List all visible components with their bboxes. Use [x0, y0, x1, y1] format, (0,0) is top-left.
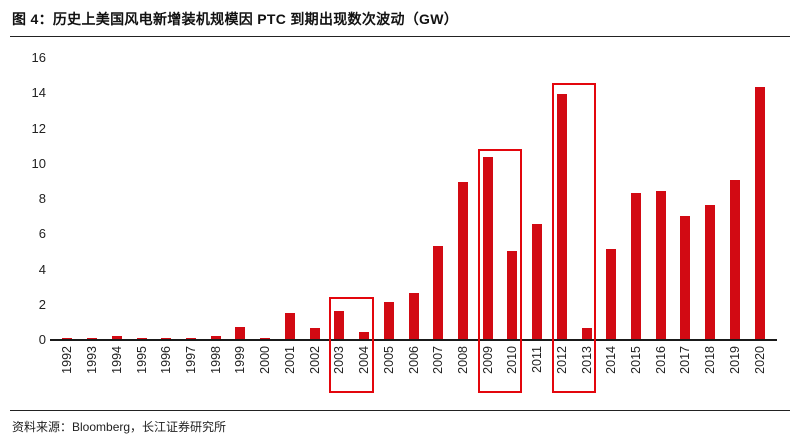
bar-2000	[260, 337, 271, 339]
bar-2005	[383, 301, 394, 339]
bar-1996	[161, 338, 172, 339]
bar-2009	[482, 157, 493, 339]
y-axis-tick-label-10: 10	[31, 155, 46, 171]
x-axis-label-1995: 1995	[134, 346, 149, 374]
x-axis-label-2016: 2016	[653, 346, 668, 374]
bar-2013	[581, 327, 592, 339]
bar-1999	[235, 326, 246, 339]
bar-2020	[754, 86, 765, 339]
x-axis-label-2011: 2011	[530, 346, 545, 373]
x-axis-label-2001: 2001	[282, 346, 297, 374]
x-axis-label-1997: 1997	[183, 346, 198, 374]
x-axis-label-2005: 2005	[381, 346, 396, 374]
x-axis-label-2008: 2008	[455, 346, 470, 374]
bar-2016	[655, 190, 666, 339]
x-axis-label-2020: 2020	[752, 346, 767, 374]
x-axis-line	[50, 339, 777, 341]
bar-2004	[359, 331, 370, 339]
x-axis-label-2018: 2018	[703, 346, 718, 374]
x-axis-label-1994: 1994	[109, 346, 124, 374]
x-axis-label-2006: 2006	[406, 346, 421, 374]
x-axis-label-1998: 1998	[208, 346, 223, 374]
bar-2012	[556, 94, 567, 339]
source-text: 资料来源：Bloomberg，长江证券研究所	[12, 420, 227, 434]
x-axis-label-2017: 2017	[678, 346, 693, 374]
x-axis-label-2014: 2014	[604, 346, 619, 374]
y-axis-tick-label-16: 16	[31, 50, 46, 65]
y-axis-tick-label-8: 8	[38, 191, 46, 206]
x-axis-label-2002: 2002	[307, 346, 322, 374]
y-axis-tick-label-4: 4	[38, 261, 46, 277]
highlight-box-2009-2010	[477, 148, 523, 393]
bar-2010	[507, 250, 518, 339]
bar-2014	[606, 249, 617, 339]
y-axis-tick-label-12: 12	[31, 120, 46, 136]
x-axis-label-2007: 2007	[431, 346, 446, 374]
bar-1994	[111, 336, 122, 339]
x-axis-label-1993: 1993	[85, 346, 100, 374]
x-axis-label-1999: 1999	[233, 346, 248, 374]
bar-2007	[433, 245, 444, 339]
bar-2017	[680, 215, 691, 339]
bar-1997	[185, 338, 196, 339]
x-axis-label-1996: 1996	[159, 346, 174, 374]
x-axis-label-1992: 1992	[60, 346, 75, 374]
bar-2019	[729, 180, 740, 339]
highlight-box-2012-2013	[551, 83, 597, 393]
bar-2002	[309, 328, 320, 339]
bar-1992	[62, 338, 73, 339]
bar-2015	[631, 192, 642, 339]
figure-title: 图 4：历史上美国风电新增装机规模因 PTC 到期出现数次波动（GW）	[12, 11, 459, 27]
bar-1995	[136, 338, 147, 339]
bar-1993	[87, 338, 98, 339]
x-axis-label-2000: 2000	[258, 346, 273, 374]
bar-2011	[532, 224, 543, 339]
y-axis-tick-label-0: 0	[38, 332, 46, 347]
bar-2001	[284, 312, 295, 339]
wind-capacity-bar-chart: 0 2 4 6 8 10 12 14 16 1992 1993 1994 1995 1996 1997 199…	[0, 41, 800, 403]
y-axis-tick-label-2: 2	[38, 296, 46, 312]
bar-2008	[457, 182, 468, 339]
figure-footer: 资料来源：Bloomberg，长江证券研究所	[10, 410, 790, 447]
bar-2018	[705, 205, 716, 339]
figure-header: 图 4：历史上美国风电新增装机规模因 PTC 到期出现数次波动（GW）	[10, 0, 790, 37]
y-axis-tick-label-6: 6	[38, 226, 46, 242]
x-axis-label-2019: 2019	[727, 346, 742, 374]
bar-2006	[408, 293, 419, 339]
bar-1998	[210, 336, 221, 339]
x-axis-label-2015: 2015	[629, 346, 644, 374]
highlight-box-2003-2004	[329, 296, 374, 393]
bar-2003	[334, 310, 345, 339]
y-axis-tick-label-14: 14	[31, 85, 46, 101]
